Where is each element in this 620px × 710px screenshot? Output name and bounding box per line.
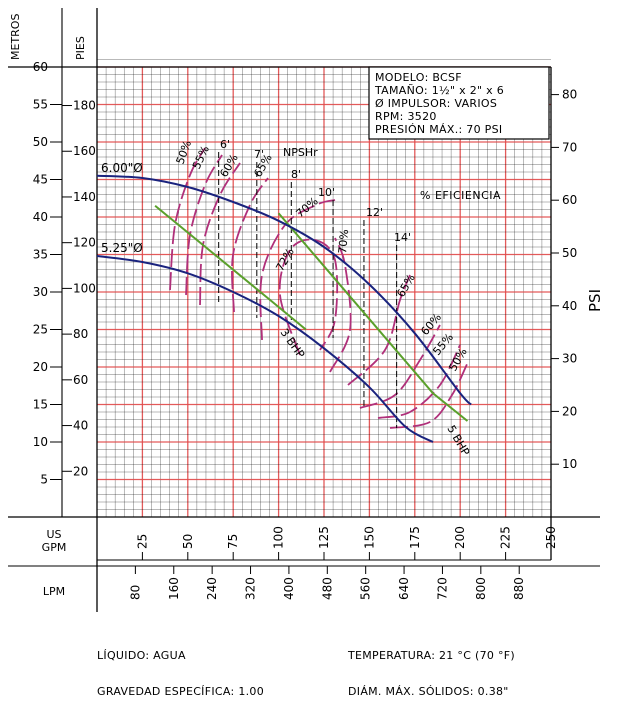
lpm-tick-label: 720 — [435, 577, 449, 600]
npshr-label: 10' — [318, 186, 335, 199]
gpm-tick-label: 125 — [317, 526, 331, 549]
npshr-label: 12' — [366, 206, 383, 219]
metros-tick-label: 55 — [33, 98, 48, 112]
bhp-line — [154, 204, 307, 331]
gpm-tick-label: 250 — [544, 526, 558, 549]
footer-liquid: LÍQUIDO: AGUA — [97, 649, 186, 662]
npshr-title: NPSHr — [283, 146, 318, 159]
pies-tick-label: 120 — [73, 236, 96, 250]
metros-tick-label: 10 — [33, 435, 48, 449]
psi-tick-label: 80 — [562, 88, 577, 102]
efficiency-curve — [389, 361, 469, 429]
gpm-tick-label: 175 — [408, 526, 422, 549]
impeller-curve — [96, 174, 472, 406]
metros-tick-label: 20 — [33, 360, 48, 374]
lpm-axis-title: LPM — [43, 585, 65, 598]
gpm-axis-title: US — [46, 528, 61, 541]
efficiency-curve — [231, 177, 269, 313]
gpm-tick-label: 225 — [499, 526, 513, 549]
gpm-tick-label: 75 — [226, 534, 240, 549]
lpm-tick-label: 160 — [167, 577, 181, 600]
metros-tick-label: 50 — [33, 135, 48, 149]
metros-tick-label: 35 — [33, 248, 48, 262]
efficiency-curve — [185, 154, 223, 296]
pies-axis-title: PIES — [74, 36, 87, 60]
psi-tick-label: 10 — [562, 457, 577, 471]
lpm-tick-label: 320 — [244, 577, 258, 600]
pies-tick-label: 80 — [73, 327, 88, 341]
gpm-tick-label: 100 — [272, 526, 286, 549]
psi-tick-label: 20 — [562, 404, 577, 418]
lpm-tick-label: 480 — [320, 577, 334, 600]
metros-tick-label: 5 — [40, 473, 48, 487]
footer-temperature: TEMPERATURA: 21 °C (70 °F) — [348, 649, 515, 662]
metros-tick-label: 15 — [33, 398, 48, 412]
psi-tick-label: 70 — [562, 140, 577, 154]
efficiency-title: % EFICIENCIA — [420, 189, 501, 202]
gpm-axis-title: GPM — [42, 541, 67, 554]
psi-tick-label: 50 — [562, 246, 577, 260]
metros-tick-label: 30 — [33, 285, 48, 299]
info-line: Ø IMPULSOR: VARIOS — [375, 97, 497, 110]
npshr-lines: 6' 7' 8' 10' 12' 14' — [218, 138, 411, 428]
psi-tick-label: 60 — [562, 193, 577, 207]
efficiency-label: 60% — [418, 311, 444, 338]
efficiency-curve — [377, 344, 461, 419]
pies-tick-label: 40 — [73, 419, 88, 433]
metros-axis-title: METROS — [9, 14, 22, 60]
psi-axis-title: PSI — [586, 289, 604, 312]
pies-tick-label: 140 — [73, 190, 96, 204]
metros-tick-label: 25 — [33, 323, 48, 337]
npshr-label: 7' — [254, 148, 264, 161]
impeller-curve — [96, 255, 434, 443]
lpm-tick-label: 80 — [128, 585, 142, 600]
footer-solids: DIÁM. MÁX. SÓLIDOS: 0.38" — [348, 685, 509, 698]
metros-tick-label: 45 — [33, 173, 48, 187]
metros-tick-label: 40 — [33, 210, 48, 224]
gpm-tick-label: 50 — [181, 534, 195, 549]
impeller-curves: 6.00"Ø 5.25"Ø — [96, 161, 472, 443]
lpm-tick-label: 800 — [474, 577, 488, 600]
info-box: MODELO: BCSF TAMAÑO: 1½" x 2" x 6 Ø IMPU… — [368, 66, 550, 140]
gpm-tick-label: 25 — [135, 534, 149, 549]
psi-tick-label: 30 — [562, 352, 577, 366]
lpm-tick-label: 400 — [282, 577, 296, 600]
impeller-curve-label: 6.00"Ø — [101, 161, 143, 175]
efficiency-label: 55% — [190, 144, 212, 172]
footer-right: TEMPERATURA: 21 °C (70 °F) DIÁM. MÁX. SÓ… — [348, 626, 515, 710]
pies-tick-label: 60 — [73, 373, 88, 387]
npshr-label: 6' — [220, 138, 230, 151]
bhp-line — [277, 212, 469, 422]
efficiency-curve — [169, 147, 206, 291]
pies-tick-label: 160 — [73, 144, 96, 158]
metros-tick-label: 60 — [33, 60, 48, 74]
lpm-tick-label: 560 — [359, 577, 373, 600]
gpm-tick-label: 150 — [362, 526, 376, 549]
pies-tick-label: 20 — [73, 464, 88, 478]
pies-tick-label: 100 — [73, 281, 96, 295]
info-line: MODELO: BCSF — [375, 71, 462, 84]
gpm-tick-label: 200 — [453, 526, 467, 549]
lpm-tick-label: 640 — [397, 577, 411, 600]
efficiency-label: 70% — [336, 229, 351, 254]
bhp-label: 5 BHP — [444, 423, 472, 458]
frame — [8, 8, 600, 612]
lpm-tick-label: 240 — [205, 577, 219, 600]
efficiency-curve — [347, 274, 411, 386]
efficiency-curve — [359, 324, 441, 409]
impeller-curve-label: 5.25"Ø — [101, 241, 143, 255]
footer-left: LÍQUIDO: AGUA GRAVEDAD ESPECÍFICA: 1.00 — [97, 626, 264, 710]
psi-tick-label: 40 — [562, 299, 577, 313]
lpm-tick-label: 880 — [512, 577, 526, 600]
npshr-label: 14' — [394, 231, 411, 244]
info-line: RPM: 3520 — [375, 110, 437, 123]
grid — [97, 59, 551, 517]
pies-tick-label: 180 — [73, 99, 96, 113]
info-line: PRESIÓN MÁX.: 70 PSI — [375, 123, 502, 136]
npshr-label: 8' — [291, 168, 301, 181]
footer-gravity: GRAVEDAD ESPECÍFICA: 1.00 — [97, 685, 265, 698]
info-line: TAMAÑO: 1½" x 2" x 6 — [374, 84, 504, 97]
